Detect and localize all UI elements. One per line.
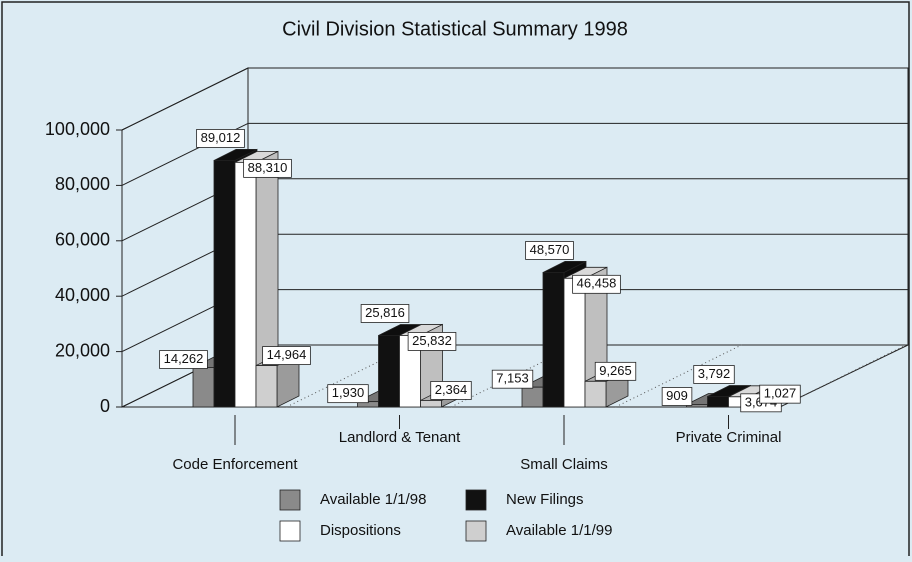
value-label: 89,012 (201, 130, 241, 145)
value-label-box (693, 365, 735, 384)
bar (707, 396, 729, 408)
y-tick-label: 100,000 (45, 119, 110, 139)
y-tick-label: 0 (100, 396, 110, 416)
legend-label: Dispositions (320, 522, 401, 539)
value-label: 25,832 (412, 333, 452, 348)
y-tick-label: 60,000 (55, 230, 110, 250)
value-label-box (262, 346, 311, 365)
legend-swatch (465, 520, 487, 542)
y-tick-label: 40,000 (55, 285, 110, 305)
value-label-box (360, 304, 410, 323)
value-label-box (525, 241, 574, 260)
value-label: 14,262 (164, 351, 204, 366)
value-label-box (759, 384, 801, 404)
value-label: 48,570 (530, 242, 570, 257)
y-tick-label: 80,000 (55, 174, 110, 194)
x-tick-label: Code Enforcement (172, 456, 298, 473)
value-label: 2,364 (435, 382, 468, 397)
value-label: 46,458 (577, 276, 617, 291)
value-label-box (594, 361, 637, 381)
value-label: 1,027 (764, 386, 797, 401)
value-label-box (159, 350, 208, 369)
value-label: 909 (666, 388, 688, 403)
bar (378, 335, 400, 408)
legend-swatch (465, 489, 487, 511)
value-label-box (243, 158, 292, 178)
value-label: 88,310 (248, 160, 288, 175)
value-label-box (430, 381, 472, 400)
value-label: 1,930 (332, 385, 365, 400)
grid-line (121, 67, 249, 131)
bar (420, 400, 442, 408)
bar (521, 386, 544, 408)
value-label: 9,265 (599, 363, 632, 378)
value-label-box (572, 274, 621, 294)
bar (234, 161, 257, 408)
legend-label: Available 1/1/99 (506, 522, 612, 539)
x-tick-label: Small Claims (520, 456, 608, 473)
y-tick-label: 20,000 (55, 340, 110, 360)
value-label: 25,816 (365, 305, 405, 320)
legend-swatch (279, 520, 301, 542)
bar (542, 272, 565, 408)
bar (584, 380, 607, 408)
value-label-box (491, 369, 534, 389)
x-tick-label: Landlord & Tenant (339, 429, 461, 446)
bar (563, 277, 586, 408)
bar (255, 365, 278, 408)
chart-title: Civil Division Statistical Summary 1998 (282, 18, 628, 40)
legend-swatch (279, 489, 301, 511)
value-label: 14,964 (267, 347, 307, 362)
bar (213, 160, 236, 408)
bar (192, 367, 215, 408)
legend-label: New Filings (506, 491, 584, 508)
value-label-box (327, 384, 369, 404)
value-label-box (196, 129, 245, 148)
legend-label: Available 1/1/98 (320, 491, 426, 508)
value-label-box (407, 332, 457, 351)
x-tick-label: Private Criminal (676, 429, 782, 446)
value-label: 7,153 (496, 371, 529, 386)
value-label-box (661, 387, 693, 406)
value-label: 3,792 (698, 366, 731, 381)
